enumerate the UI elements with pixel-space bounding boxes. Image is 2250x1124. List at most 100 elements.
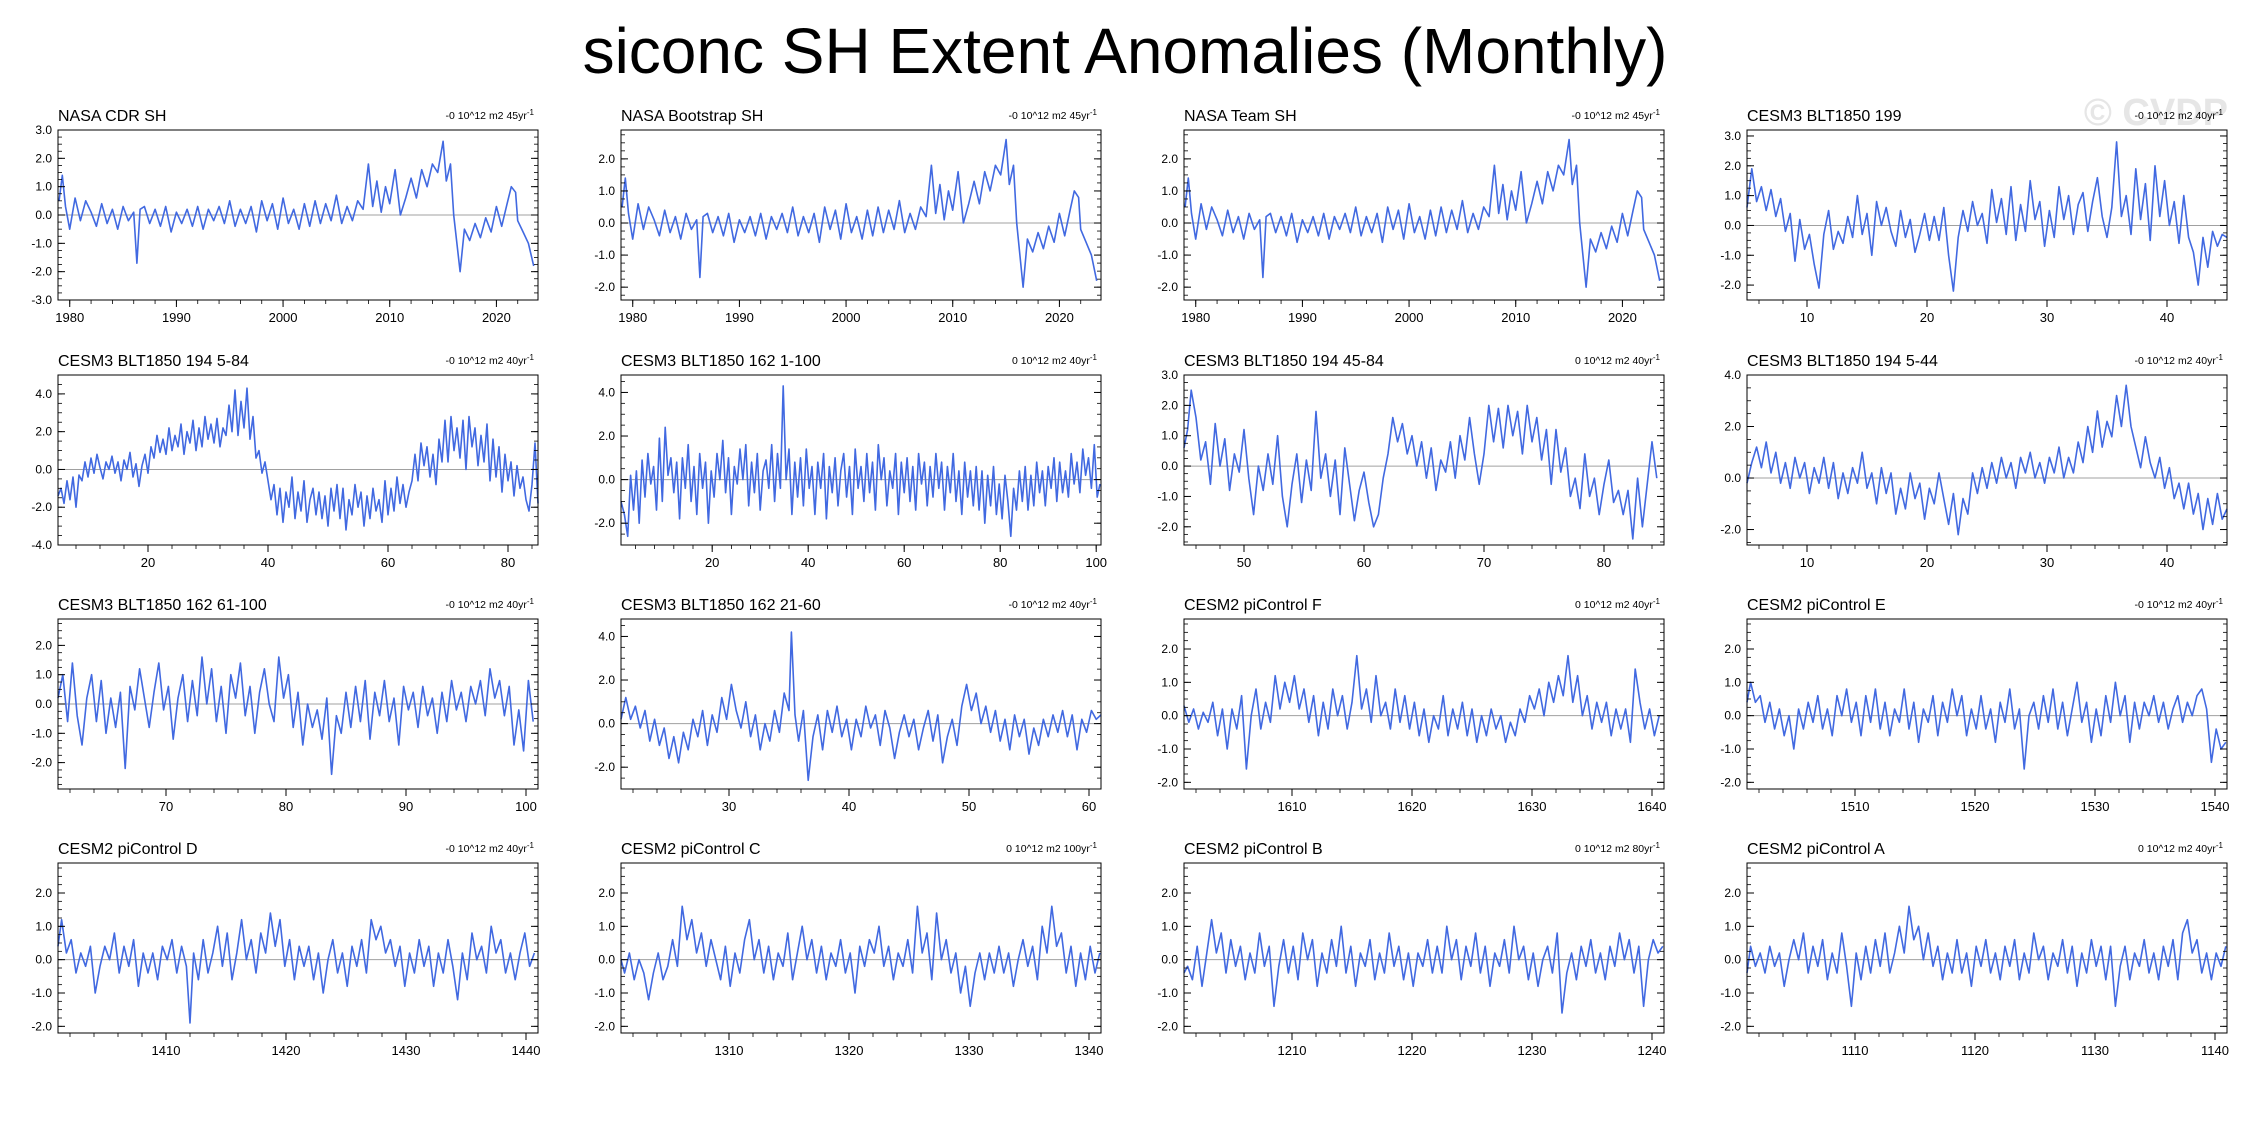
x-tick-label: 2020	[1608, 310, 1637, 325]
x-tick-label: 30	[722, 799, 736, 814]
x-tick-label: 1440	[512, 1043, 541, 1058]
x-tick-label: 1510	[1841, 799, 1870, 814]
chart-svg: CESM3 BLT1850 194 5-84 -0 10^12 m2 40yr-1…	[31, 353, 539, 570]
y-tick-label: 3.0	[35, 123, 52, 137]
trend-label: -0 10^12 m2 45yr-1	[1008, 108, 1097, 122]
x-tick-label: 1530	[2081, 799, 2110, 814]
y-tick-label: 0.0	[1161, 459, 1178, 473]
y-tick-label: -2.0	[31, 500, 52, 514]
chart-svg: CESM2 piControl F 0 10^12 m2 40yr-1 -2.0 -1…	[1157, 597, 1667, 814]
trend-label: -0 10^12 m2 40yr-1	[2134, 597, 2223, 611]
x-tick-label: 1520	[1961, 799, 1990, 814]
x-tick-label: 70	[1477, 555, 1491, 570]
panel-title: CESM3 BLT1850 194 5-84	[58, 353, 249, 370]
y-tick-label: 1.0	[35, 668, 52, 682]
y-tick-label: -2.0	[594, 760, 615, 774]
y-tick-label: -2.0	[31, 265, 52, 279]
y-tick-label: 0.0	[598, 717, 615, 731]
x-tick-label: 20	[1920, 310, 1934, 325]
trend-label: 0 10^12 m2 40yr-1	[2138, 841, 2224, 855]
trend-label: 0 10^12 m2 40yr-1	[1012, 353, 1098, 367]
x-tick-label: 1410	[152, 1043, 181, 1058]
x-tick-label: 40	[2160, 310, 2174, 325]
y-tick-label: -2.0	[1720, 278, 1741, 292]
page-title: siconc SH Extent Anomalies (Monthly)	[582, 15, 1668, 87]
panel-title: CESM3 BLT1850 162 61-100	[58, 597, 267, 614]
plot-frame	[1183, 862, 1665, 1034]
y-tick-label: -1.0	[1720, 986, 1741, 1000]
y-tick-label: -1.0	[31, 236, 52, 250]
y-tick-label: 2.0	[598, 152, 615, 166]
x-tick-label: 80	[279, 799, 293, 814]
y-tick-label: 1.0	[1724, 919, 1741, 933]
x-tick-label: 60	[1357, 555, 1371, 570]
plot-frame	[1746, 129, 2228, 301]
plot-frame	[620, 862, 1102, 1034]
x-tick-label: 1980	[618, 310, 647, 325]
plot-frame	[1746, 862, 2228, 1034]
y-tick-label: 3.0	[1161, 368, 1178, 382]
y-tick-label: 2.0	[1161, 152, 1178, 166]
y-tick-label: 2.0	[598, 429, 615, 443]
x-tick-label: 60	[381, 555, 395, 570]
panel-title: CESM2 piControl C	[621, 841, 761, 858]
y-tick-label: -2.0	[1720, 523, 1741, 537]
y-tick-label: -1.0	[1157, 986, 1178, 1000]
x-tick-label: 20	[1920, 555, 1934, 570]
plot-frame	[1746, 618, 2228, 790]
y-tick-label: 1.0	[1161, 429, 1178, 443]
panel-title: CESM3 BLT1850 194 45-84	[1184, 353, 1384, 370]
plot-frame	[1183, 129, 1665, 301]
x-tick-label: 1120	[1961, 1043, 1989, 1058]
x-tick-label: 1420	[272, 1043, 301, 1058]
x-tick-label: 10	[1800, 555, 1814, 570]
chart-panel-6: CESM3 BLT1850 162 1-100 0 10^12 m2 40yr-1…	[563, 345, 1125, 590]
x-tick-label: 1640	[1638, 799, 1667, 814]
x-tick-label: 30	[2040, 310, 2054, 325]
x-tick-label: 1210	[1278, 1043, 1307, 1058]
y-tick-label: 0.0	[1724, 953, 1741, 967]
y-tick-label: -1.0	[1157, 489, 1178, 503]
y-tick-label: -2.0	[594, 280, 615, 294]
x-tick-label: 1310	[715, 1043, 744, 1058]
y-tick-label: 0.0	[1161, 216, 1178, 230]
x-tick-label: 80	[1597, 555, 1611, 570]
panel-title: CESM2 piControl F	[1184, 597, 1322, 614]
x-tick-label: 1220	[1398, 1043, 1427, 1058]
anomaly-series-line	[1183, 654, 1660, 770]
y-tick-label: 4.0	[1724, 368, 1741, 382]
y-tick-label: 2.0	[1161, 642, 1178, 656]
anomaly-series-line	[57, 656, 534, 776]
plot-frame	[620, 129, 1102, 301]
chart-panel-15: CESM2 piControl B 0 10^12 m2 80yr-1 -2.0 -1…	[1126, 833, 1688, 1078]
y-tick-label: -1.0	[1720, 248, 1741, 262]
trend-label: 0 10^12 m2 40yr-1	[1575, 597, 1661, 611]
y-tick-label: 0.0	[35, 208, 52, 222]
y-tick-label: -2.0	[1157, 775, 1178, 789]
y-tick-label: -1.0	[31, 986, 52, 1000]
trend-label: 0 10^12 m2 40yr-1	[1575, 353, 1661, 367]
y-tick-label: 2.0	[1724, 642, 1741, 656]
y-tick-label: -2.0	[1720, 775, 1741, 789]
chart-panel-1: NASA CDR SH -0 10^12 m2 45yr-1 -3.0 -2.0 -1.…	[0, 100, 562, 345]
y-tick-label: 1.0	[598, 184, 615, 198]
x-tick-label: 40	[801, 555, 815, 570]
y-tick-label: 0.0	[35, 697, 52, 711]
anomaly-series-line	[57, 912, 536, 1024]
chart-panel-4: CESM3 BLT1850 199 -0 10^12 m2 40yr-1 -2.0 -…	[1689, 100, 2250, 345]
x-tick-label: 1990	[1288, 310, 1317, 325]
anomaly-series-line	[1746, 681, 2227, 770]
y-tick-label: 0.0	[1724, 218, 1741, 232]
plot-frame	[1746, 374, 2228, 546]
y-tick-label: 0.0	[1724, 471, 1741, 485]
anomaly-series-line	[620, 385, 1101, 538]
chart-svg: CESM2 piControl B 0 10^12 m2 80yr-1 -2.0 -1…	[1157, 841, 1666, 1058]
anomaly-series-line	[58, 140, 535, 273]
anomaly-series-line	[620, 905, 1101, 1008]
chart-svg: CESM3 BLT1850 162 21-60 -0 10^12 m2 40yr-…	[594, 597, 1102, 814]
anomaly-series-line	[1746, 141, 2228, 292]
panel-title: NASA Team SH	[1184, 108, 1297, 125]
x-tick-label: 1140	[2201, 1043, 2229, 1058]
y-tick-label: -2.0	[31, 1019, 52, 1033]
